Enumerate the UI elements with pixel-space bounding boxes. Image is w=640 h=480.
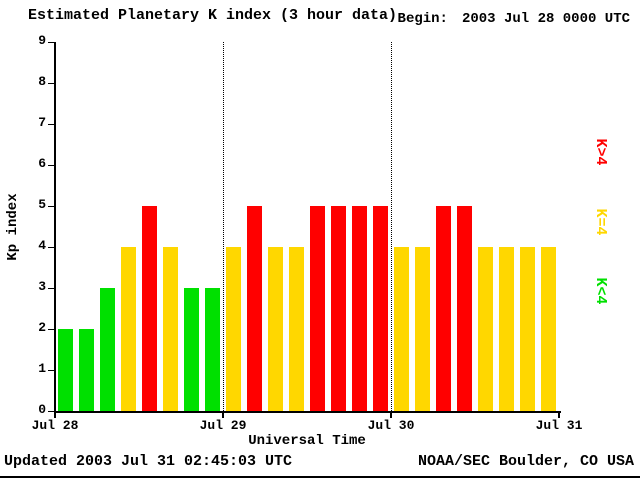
x-axis-title: Universal Time	[248, 433, 366, 449]
kp-bar	[79, 329, 94, 411]
kp-bar	[184, 288, 199, 411]
kp-bar	[163, 247, 178, 411]
y-axis-tick	[48, 82, 54, 84]
legend-k-lt-4: K<4	[592, 277, 609, 305]
kp-bar	[436, 206, 451, 411]
x-tick-label: Jul 31	[535, 418, 583, 433]
y-tick-label: 7	[38, 115, 46, 130]
y-axis-tick	[48, 287, 54, 289]
kp-bar	[499, 247, 514, 411]
kp-bar	[457, 206, 472, 411]
y-axis-title: Kp index	[5, 193, 21, 261]
kp-bar	[268, 247, 283, 411]
y-axis-tick	[48, 205, 54, 207]
begin-label: Begin:	[397, 11, 448, 27]
kp-bar	[58, 329, 73, 411]
x-axis-tick	[558, 411, 560, 418]
kp-bar	[373, 206, 388, 411]
kp-bar	[520, 247, 535, 411]
y-tick-label: 4	[38, 238, 46, 253]
kp-bar	[247, 206, 262, 411]
legend-k-gt-4: K>4	[592, 138, 609, 166]
x-axis-tick	[54, 411, 56, 418]
kp-bar	[310, 206, 325, 411]
x-tick-label: Jul 29	[199, 418, 247, 433]
begin-value: 2003 Jul 28 0000 UTC	[461, 11, 630, 27]
legend-k-eq-4: K=4	[592, 208, 609, 236]
begin-time: Begin: 2003 Jul 28 0000 UTC	[398, 11, 630, 27]
updated-timestamp: Updated 2003 Jul 31 02:45:03 UTC	[4, 453, 293, 470]
x-axis-tick	[222, 411, 224, 418]
kp-bar	[121, 247, 136, 411]
kp-bar	[226, 247, 241, 411]
y-tick-label: 2	[38, 320, 46, 335]
y-tick-label: 1	[38, 361, 46, 376]
kp-bar	[394, 247, 409, 411]
y-tick-label: 9	[38, 33, 46, 48]
y-tick-label: 5	[38, 197, 46, 212]
kp-bar	[541, 247, 556, 411]
y-tick-label: 6	[38, 156, 46, 171]
chart-title: Estimated Planetary K index (3 hour data…	[28, 7, 398, 24]
day-boundary-gridline	[223, 42, 224, 411]
y-axis-tick	[48, 369, 54, 371]
kp-bar	[352, 206, 367, 411]
kp-bar	[478, 247, 493, 411]
y-axis-tick	[48, 164, 54, 166]
kp-bar	[205, 288, 220, 411]
y-axis-tick	[48, 41, 54, 43]
y-axis-tick	[48, 410, 54, 412]
y-tick-label: 0	[38, 402, 46, 417]
x-axis-line	[54, 411, 561, 413]
kp-bar	[331, 206, 346, 411]
y-tick-label: 3	[38, 279, 46, 294]
y-axis-tick	[48, 328, 54, 330]
y-axis-tick	[48, 246, 54, 248]
kp-bar	[100, 288, 115, 411]
kp-bar	[142, 206, 157, 411]
x-tick-label: Jul 30	[367, 418, 415, 433]
day-boundary-gridline	[391, 42, 392, 411]
kp-bar	[415, 247, 430, 411]
x-axis-tick	[390, 411, 392, 418]
kp-bar	[289, 247, 304, 411]
source-credit: NOAA/SEC Boulder, CO USA	[417, 453, 634, 470]
y-axis-line	[54, 42, 56, 413]
y-tick-label: 8	[38, 74, 46, 89]
x-tick-label: Jul 28	[31, 418, 79, 433]
bottom-divider	[0, 476, 640, 478]
y-axis-tick	[48, 123, 54, 125]
